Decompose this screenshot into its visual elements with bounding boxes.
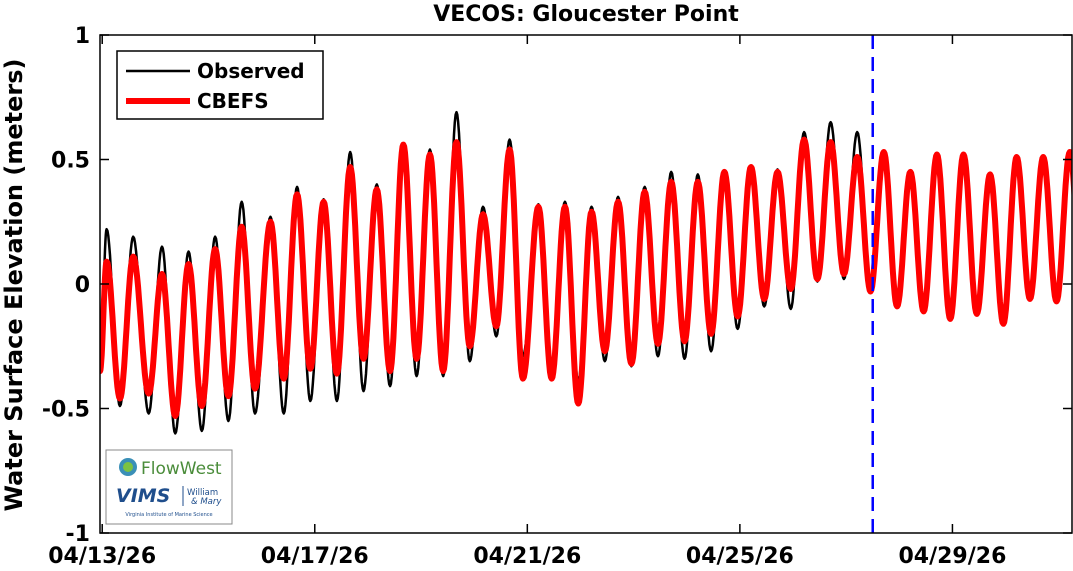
- tick-marks: [100, 34, 1072, 534]
- series-layer: [100, 110, 1072, 435]
- legend: Observed CBEFS: [116, 50, 324, 120]
- legend-label-cbefs: CBEFS: [197, 89, 269, 113]
- y-tick-label: 1: [75, 24, 90, 49]
- legend-label-observed: Observed: [197, 59, 305, 83]
- vims-logo: VIMS William & Mary Virginia Institute o…: [116, 485, 222, 518]
- x-tick-label: 04/21/26: [473, 544, 581, 569]
- cbefs-series-line: [100, 136, 1072, 419]
- logo-block: FlowWest VIMS William & Mary Virginia In…: [105, 449, 233, 525]
- x-tick-label: 04/29/26: [898, 544, 1006, 569]
- x-tick-label: 04/17/26: [261, 544, 369, 569]
- legend-box: [116, 50, 324, 120]
- x-tick-labels: 04/13/26 04/17/26 04/21/26 04/25/26 04/29/26: [48, 544, 1006, 569]
- mary-wordmark: & Mary: [191, 497, 222, 507]
- y-tick-label: 0: [75, 273, 90, 298]
- william-wordmark: William: [187, 488, 218, 498]
- y-tick-labels: 1 0.5 0 -0.5 -1: [42, 24, 90, 547]
- x-tick-label: 04/25/26: [686, 544, 794, 569]
- flowwest-logo: FlowWest: [119, 458, 222, 479]
- x-tick-label: 04/13/26: [48, 544, 156, 569]
- y-axis-label: Water Surface Elevation (meters): [0, 59, 28, 512]
- y-tick-label: 0.5: [51, 149, 90, 174]
- y-tick-label: -0.5: [42, 398, 90, 423]
- flowwest-wordmark: FlowWest: [141, 459, 222, 479]
- flowwest-globe-inner-icon: [123, 462, 133, 472]
- chart-title: VECOS: Gloucester Point: [433, 2, 739, 27]
- vims-institute-name: Virginia Institute of Marine Science: [125, 512, 212, 518]
- y-tick-label: -1: [66, 522, 90, 547]
- vims-wordmark: VIMS: [116, 485, 170, 507]
